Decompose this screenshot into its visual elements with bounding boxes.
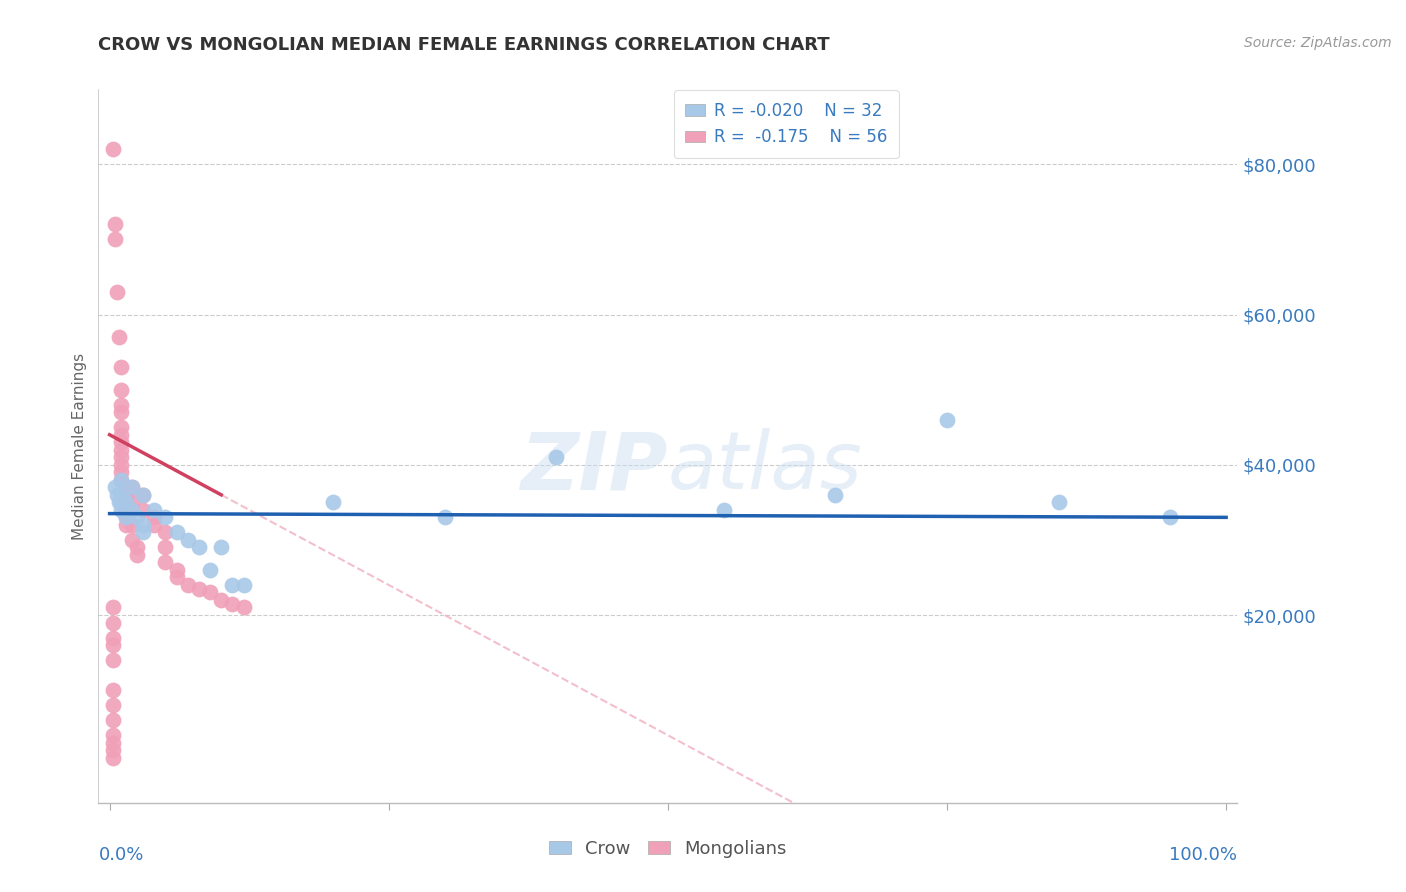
Point [107,285,129,299]
Point [322,495,344,509]
Point [155,541,177,555]
Point [221,597,243,611]
Point [115,517,138,532]
Point [110,398,132,412]
Point [110,360,132,375]
Point [110,427,132,442]
Point [221,578,243,592]
Point [127,548,149,562]
Point [132,503,155,517]
Point [187,582,209,596]
Point [166,570,188,584]
Point [110,488,132,502]
Point [110,458,132,472]
Point [143,517,166,532]
Point [198,585,221,599]
Point [101,750,124,764]
Point [101,683,124,698]
Point [110,473,132,487]
Point [177,578,200,592]
Point [104,480,127,494]
Point [209,593,232,607]
Point [110,473,132,487]
Point [110,503,132,517]
Point [132,488,155,502]
Point [177,533,200,547]
Point [187,541,209,555]
Point [107,330,129,344]
Point [132,525,155,540]
Point [115,503,138,517]
Point [132,488,155,502]
Point [127,541,149,555]
Point [155,510,177,524]
Point [433,510,456,524]
Point [101,638,124,652]
Point [121,517,143,532]
Text: 0.0%: 0.0% [98,846,143,863]
Point [110,442,132,457]
Point [110,435,132,450]
Point [155,556,177,570]
Point [936,413,959,427]
Point [101,653,124,667]
Point [115,510,138,524]
Point [110,383,132,397]
Point [121,533,143,547]
Text: ZIP: ZIP [520,428,668,507]
Point [115,480,138,494]
Point [101,631,124,645]
Point [166,525,188,540]
Point [198,563,221,577]
Point [209,541,232,555]
Point [110,450,132,465]
Point [155,525,177,540]
Point [121,503,143,517]
Text: atlas: atlas [668,428,863,507]
Point [824,488,846,502]
Text: Source: ZipAtlas.com: Source: ZipAtlas.com [1244,36,1392,50]
Point [232,600,254,615]
Point [101,698,124,713]
Point [101,615,124,630]
Point [166,563,188,577]
Point [121,480,143,494]
Point [121,480,143,494]
Point [101,728,124,742]
Point [115,510,138,524]
Point [132,517,155,532]
Point [121,495,143,509]
Point [127,510,149,524]
Point [110,495,132,509]
Text: 100.0%: 100.0% [1170,846,1237,863]
Point [101,736,124,750]
Point [1159,510,1181,524]
Legend: Crow, Mongolians: Crow, Mongolians [541,833,794,865]
Point [101,713,124,727]
Point [115,488,138,502]
Point [713,503,735,517]
Point [546,450,568,465]
Point [143,510,166,524]
Point [115,495,138,509]
Point [110,420,132,434]
Point [1047,495,1070,509]
Point [115,495,138,509]
Text: CROW VS MONGOLIAN MEDIAN FEMALE EARNINGS CORRELATION CHART: CROW VS MONGOLIAN MEDIAN FEMALE EARNINGS… [98,36,830,54]
Point [232,578,254,592]
Point [107,495,129,509]
Point [101,142,124,156]
Point [104,218,127,232]
Point [110,405,132,419]
Y-axis label: Median Female Earnings: Median Female Earnings [72,352,87,540]
Point [104,232,127,246]
Point [101,600,124,615]
Point [143,503,166,517]
Point [107,488,129,502]
Point [101,743,124,757]
Point [110,465,132,479]
